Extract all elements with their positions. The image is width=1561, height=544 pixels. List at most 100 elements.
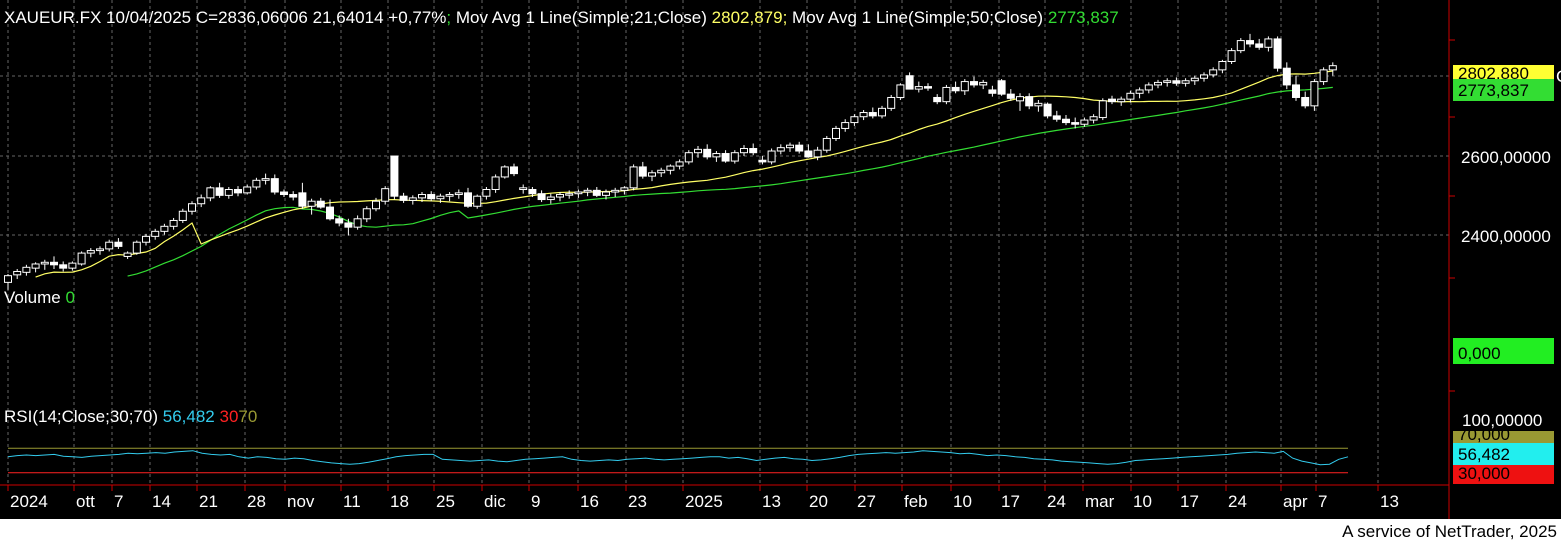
candle-up — [979, 81, 988, 86]
candle-up — [657, 169, 666, 174]
candle-down — [1006, 93, 1015, 99]
candle-up — [859, 112, 868, 118]
footer-bar: A service of NetTrader, 2025 — [0, 519, 1561, 544]
candle-up — [418, 194, 426, 199]
candle-up — [151, 230, 160, 237]
rsi-30-badge: 30,000 — [1458, 464, 1510, 483]
candle-up — [712, 153, 721, 158]
candle-up — [123, 252, 132, 257]
candle-up — [786, 144, 794, 149]
candle-up — [887, 96, 896, 109]
candle-up — [602, 191, 610, 196]
x-tick-label: apr — [1283, 492, 1308, 511]
candle-up — [1163, 80, 1172, 83]
candle-down — [970, 81, 978, 86]
candle-up — [353, 218, 362, 228]
candle-down — [905, 75, 914, 90]
x-tick-label: 13 — [762, 492, 781, 511]
candle-up — [491, 176, 500, 191]
candle-up — [574, 191, 583, 195]
x-tick-label: 25 — [436, 492, 455, 511]
candle-up — [132, 241, 141, 254]
candle-down — [749, 148, 758, 154]
candle-down — [1062, 118, 1070, 124]
symbol-label: XAUEUR.FX — [4, 8, 102, 27]
candle-down — [234, 189, 242, 194]
candle-up — [767, 150, 776, 163]
x-tick-label: 10 — [953, 492, 972, 511]
candle-up — [1236, 40, 1245, 52]
candle-up — [40, 261, 49, 265]
candle-up — [243, 186, 252, 194]
candle-up — [31, 263, 40, 269]
rsi-header: RSI(14;Close;30;70) 56,482 3070 — [4, 407, 257, 427]
candle-up — [77, 252, 86, 265]
candle-down — [795, 144, 804, 152]
candle-down — [933, 96, 942, 103]
overflow-marker: C — [1556, 67, 1561, 86]
candle-down — [804, 150, 813, 158]
candle-down — [988, 89, 997, 94]
candle-up — [684, 152, 693, 163]
candle-up — [1200, 74, 1208, 79]
candle-down — [1246, 40, 1254, 45]
candles-group — [4, 33, 1337, 290]
x-tick-label: 23 — [628, 492, 647, 511]
separator: ; — [782, 8, 788, 27]
candle-down — [1301, 96, 1310, 107]
x-tick-label: feb — [904, 492, 928, 511]
x-tick-label: 28 — [247, 492, 266, 511]
x-tick-label: 14 — [152, 492, 171, 511]
candle-up — [86, 250, 95, 254]
y-tick-label: 2600,00000 — [1461, 148, 1551, 167]
x-tick-label: 17 — [1180, 492, 1199, 511]
candle-up — [1089, 116, 1098, 121]
x-tick-label: nov — [287, 492, 315, 511]
candle-down — [50, 261, 58, 266]
candle-up — [740, 148, 748, 154]
candle-up — [666, 165, 675, 171]
candle-down — [59, 264, 68, 269]
rsi-label: RSI(14;Close;30;70) — [4, 407, 159, 426]
x-tick-label: mar — [1085, 492, 1115, 511]
candle-down — [1292, 84, 1300, 98]
candle-down — [270, 178, 279, 193]
candle-down — [638, 166, 647, 177]
candle-down — [1052, 115, 1061, 120]
x-tick-label: dic — [484, 492, 506, 511]
candle-up — [1126, 92, 1135, 100]
ma21-line-group — [35, 70, 1333, 278]
candle-up — [822, 137, 831, 151]
candle-up — [1227, 50, 1236, 63]
x-tick-label: 2024 — [10, 492, 48, 511]
candle-up — [611, 189, 620, 193]
x-tick-label: 7 — [1318, 492, 1327, 511]
chart-header: XAUEUR.FX 10/04/2025 C=2836,06006 21,640… — [4, 8, 1119, 28]
candle-up — [1181, 80, 1190, 84]
candle-up — [556, 194, 564, 198]
candle-down — [390, 155, 399, 197]
candle-up — [1034, 102, 1043, 107]
candle-down — [280, 191, 288, 196]
x-tick-label: 24 — [1228, 492, 1247, 511]
candle-down — [592, 189, 601, 196]
candle-down — [1108, 98, 1116, 103]
candle-up — [546, 196, 555, 201]
x-tick-label: 17 — [1001, 492, 1020, 511]
x-tick-label: 20 — [809, 492, 828, 511]
rsi-high-level: 70 — [238, 407, 258, 426]
candle-up — [4, 275, 12, 283]
candle-down — [399, 195, 408, 201]
candle-up — [583, 189, 592, 193]
candle-up — [96, 248, 104, 252]
grid-lines — [0, 0, 1449, 485]
rsi-value-badge: 56,482 — [1458, 445, 1510, 464]
candle-up — [261, 178, 270, 181]
candle-up — [252, 179, 261, 188]
volume-label: Volume — [4, 288, 61, 307]
candle-up — [942, 86, 951, 103]
y-tick-label: 2400,00000 — [1461, 227, 1551, 246]
x-tick-label: 7 — [114, 492, 123, 511]
candle-up — [648, 172, 656, 177]
